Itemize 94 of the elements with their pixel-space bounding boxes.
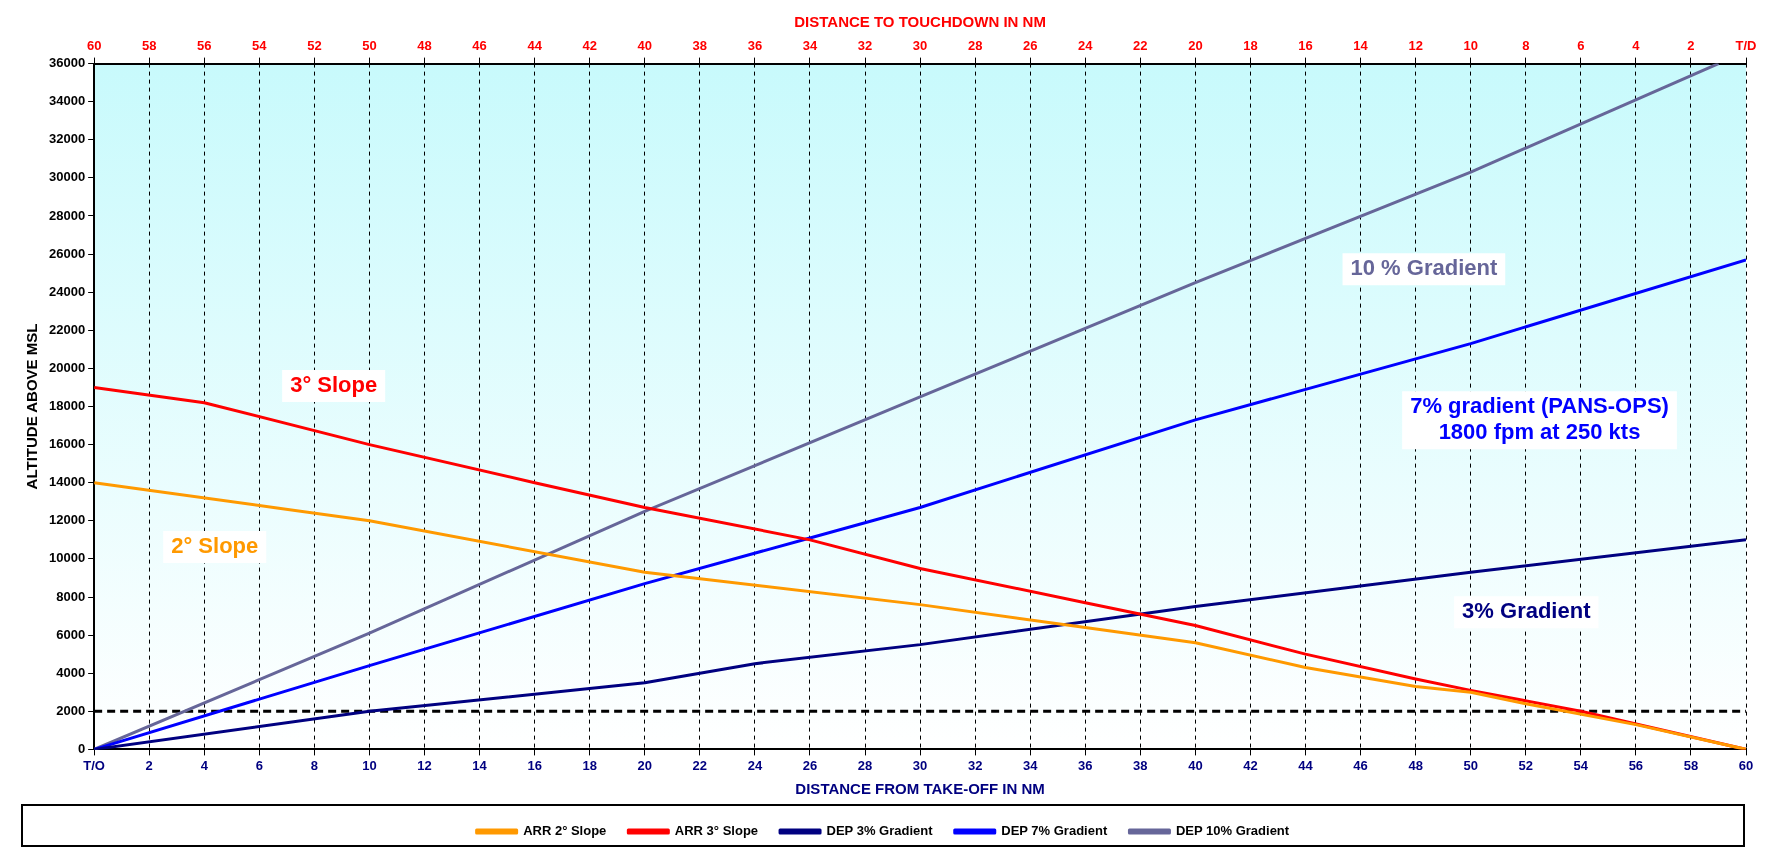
x-tick-label: 26 — [802, 757, 818, 773]
x-tick-label: 52 — [1518, 757, 1533, 773]
annotation: 10 % Gradient — [1350, 255, 1498, 281]
x-tick-label: 34 — [1022, 757, 1039, 773]
x2-axis-title: DISTANCE TO TOUCHDOWN IN NM — [794, 13, 1046, 31]
y-tick-label: 0 — [77, 740, 86, 756]
x2-tick-label: 28 — [967, 38, 983, 54]
y-tick-label: 18000 — [48, 398, 86, 414]
x-tick-label: 28 — [857, 757, 873, 773]
y-tick-label: 30000 — [48, 169, 86, 185]
x-tick-label: 16 — [527, 757, 542, 773]
annotation: 7% gradient (PANS-OPS) 1800 fpm at 250 kts — [1410, 393, 1669, 445]
y-tick-label: 2000 — [56, 702, 86, 718]
y-tick-label: 32000 — [48, 131, 86, 147]
x2-tick-label: 32 — [857, 38, 873, 54]
x2-tick-label: 6 — [1577, 38, 1585, 54]
legend-label: DEP 3% Gradient — [826, 823, 934, 839]
x-tick-label: 38 — [1133, 757, 1148, 773]
x2-tick-label: 60 — [86, 38, 102, 54]
x2-tick-label: 38 — [692, 38, 708, 54]
x2-tick-label: 30 — [912, 38, 928, 54]
y-tick-label: 10000 — [48, 550, 86, 566]
legend-label: ARR 2° Slope — [523, 823, 607, 839]
y-tick-label: 12000 — [48, 512, 86, 528]
legend-label: ARR 3° Slope — [674, 823, 759, 839]
x2-tick-label: 24 — [1078, 38, 1094, 54]
x2-tick-label: 10 — [1463, 38, 1478, 54]
annotation: 2° Slope — [171, 533, 259, 559]
legend-label: DEP 7% Gradient — [1001, 823, 1108, 839]
x-tick-label: 24 — [747, 757, 763, 773]
x2-tick-label: 56 — [197, 38, 212, 54]
x2-tick-label: 42 — [582, 38, 597, 54]
x-tick-label: 54 — [1573, 757, 1589, 773]
y-tick-label: 6000 — [56, 626, 86, 642]
y-tick-label: 24000 — [48, 283, 86, 299]
x-tick-label: 36 — [1078, 757, 1093, 773]
x2-tick-label: 8 — [1522, 38, 1530, 54]
y-tick-label: 28000 — [48, 207, 86, 223]
x2-tick-label: 46 — [472, 38, 487, 54]
x-axis-title: DISTANCE FROM TAKE-OFF IN NM — [795, 780, 1045, 798]
y-tick-label: 14000 — [48, 474, 86, 490]
x-tick-label: 22 — [692, 757, 708, 773]
x2-tick-label: 52 — [307, 38, 322, 54]
x2-tick-label: 58 — [141, 38, 157, 54]
x-tick-label: 40 — [1188, 757, 1203, 773]
x2-tick-label: 40 — [637, 38, 652, 54]
y-axis-title: ALTITUDE ABOVE MSL — [23, 323, 41, 490]
y-tick-label: 36000 — [48, 55, 86, 71]
x-tick-label: 8 — [310, 757, 319, 773]
y-tick-label: 26000 — [48, 245, 86, 261]
x2-tick-label: 12 — [1408, 38, 1423, 54]
x-tick-label: 18 — [582, 757, 597, 773]
y-tick-label: 8000 — [56, 588, 86, 604]
x2-tick-label: 16 — [1298, 38, 1313, 54]
x-tick-label: 14 — [472, 757, 488, 773]
x2-tick-label: 44 — [527, 38, 543, 54]
x-tick-label: 46 — [1353, 757, 1368, 773]
x-tick-label: 2 — [145, 757, 153, 773]
x2-tick-label: 14 — [1353, 38, 1369, 54]
x2-tick-label: 26 — [1022, 38, 1038, 54]
y-tick-label: 16000 — [48, 436, 86, 452]
x2-tick-label: 48 — [417, 38, 432, 54]
x2-tick-label: T/D — [1735, 38, 1757, 54]
x2-tick-label: 22 — [1133, 38, 1148, 54]
x-tick-label: 30 — [912, 757, 928, 773]
x2-tick-label: 36 — [747, 38, 763, 54]
annotation: 3° Slope — [290, 371, 378, 397]
x2-tick-label: 34 — [802, 38, 818, 54]
x-tick-label: 4 — [200, 757, 209, 773]
x2-tick-label: 50 — [362, 38, 377, 54]
x-tick-label: 10 — [362, 757, 377, 773]
x-tick-label: 58 — [1683, 757, 1699, 773]
x2-tick-label: 54 — [252, 38, 268, 54]
x-tick-label: 32 — [967, 757, 983, 773]
x2-tick-label: 2 — [1687, 38, 1695, 54]
x-tick-label: 60 — [1738, 757, 1754, 773]
x-tick-label: 44 — [1298, 757, 1314, 773]
x-tick-label: T/O — [83, 757, 105, 773]
x-tick-label: 48 — [1408, 757, 1423, 773]
x-tick-label: 6 — [255, 757, 263, 773]
x-tick-label: 20 — [637, 757, 652, 773]
y-tick-label: 4000 — [56, 664, 86, 680]
y-tick-label: 22000 — [48, 321, 86, 337]
x-tick-label: 42 — [1243, 757, 1258, 773]
x2-tick-label: 18 — [1243, 38, 1258, 54]
x2-tick-label: 4 — [1632, 38, 1641, 54]
legend-label: DEP 10% Gradient — [1175, 823, 1290, 839]
y-tick-label: 20000 — [48, 359, 86, 375]
x-tick-label: 56 — [1628, 757, 1644, 773]
x-tick-label: 12 — [417, 757, 432, 773]
y-tick-label: 34000 — [48, 93, 86, 109]
x2-tick-label: 20 — [1188, 38, 1203, 54]
x-tick-label: 50 — [1463, 757, 1478, 773]
annotation: 3% Gradient — [1462, 598, 1592, 624]
